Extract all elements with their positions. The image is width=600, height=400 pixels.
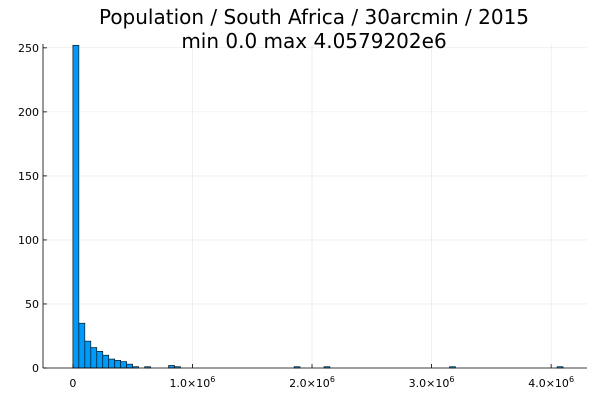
histogram-bar [114, 360, 122, 369]
y-tick-label: 0 [32, 362, 39, 375]
histogram-bars [72, 44, 564, 369]
axes [42, 44, 587, 369]
histogram-bar [126, 363, 133, 369]
y-tick-label: 250 [18, 42, 39, 55]
x-tick-label: 1.0×106 [170, 375, 216, 390]
y-tick-label: 150 [18, 170, 39, 183]
x-tick-label: 3.0×106 [409, 375, 455, 390]
x-tick-label: 4.0×106 [528, 375, 574, 390]
histogram-bar [102, 354, 110, 369]
x-tick-label: 2.0×106 [289, 375, 335, 390]
histogram-bar [96, 351, 104, 369]
y-tick-label: 200 [18, 106, 39, 119]
x-tick-labels: 0 1.0×106 2.0×106 3.0×106 4.0×106 [69, 375, 574, 390]
histogram-bar [120, 361, 127, 369]
y-tick-label: 50 [25, 298, 39, 311]
histogram-bar [78, 322, 86, 369]
y-tick-label: 100 [18, 234, 39, 247]
grid-lines [43, 44, 587, 369]
histogram-bar [90, 347, 98, 369]
histogram-bar [108, 358, 116, 369]
histogram-bar [72, 44, 80, 369]
y-tick-labels: 0 50 100 150 200 250 [18, 42, 39, 375]
histogram-bar [84, 340, 92, 369]
chart-subtitle: min 0.0 max 4.0579202e6 [181, 29, 446, 53]
chart-title: Population / South Africa / 30arcmin / 2… [99, 5, 529, 29]
x-tick-label: 0 [69, 377, 76, 390]
